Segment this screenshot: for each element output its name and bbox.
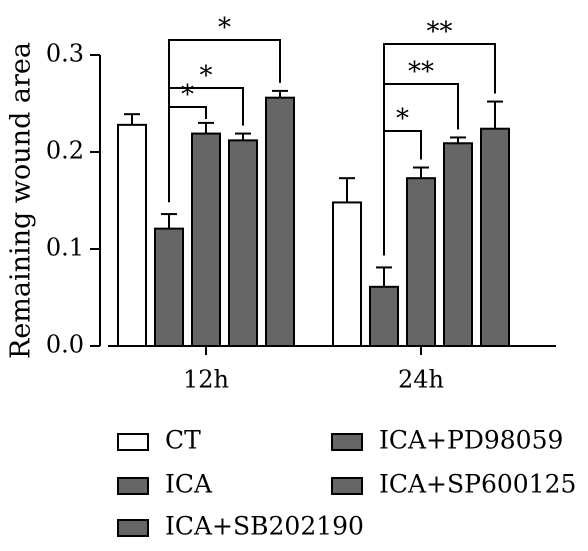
significance-label: * — [181, 80, 194, 110]
x-tick-label: 12h — [183, 366, 229, 394]
legend-swatch — [117, 433, 149, 451]
bar — [117, 123, 147, 347]
significance-label: * — [218, 13, 231, 43]
significance-label: * — [396, 104, 409, 134]
legend-label: ICA+PD98059 — [379, 426, 563, 455]
legend-swatch — [117, 519, 149, 537]
legend-label: CT — [165, 426, 201, 455]
y-tick-label: 0.0 — [46, 331, 84, 359]
legend-swatch — [117, 477, 149, 495]
significance-bracket — [383, 43, 496, 256]
bar — [443, 142, 473, 347]
legend-label: ICA+SP600125 — [379, 470, 576, 499]
y-tick-label: 0.2 — [46, 137, 84, 165]
bar — [228, 139, 258, 347]
significance-bracket — [168, 39, 281, 203]
bar — [480, 127, 510, 347]
bar — [265, 96, 295, 348]
legend-swatch — [331, 433, 363, 451]
x-tick-label: 24h — [398, 366, 444, 394]
legend-label: ICA+SB202190 — [165, 512, 364, 541]
significance-label: ** — [427, 17, 453, 47]
bar — [369, 285, 399, 347]
y-tick-label: 0.3 — [46, 40, 84, 68]
bar — [406, 177, 436, 347]
bar — [332, 201, 362, 347]
significance-label: ** — [408, 57, 434, 87]
y-tick-label: 0.1 — [46, 234, 84, 262]
legend-label: ICA — [165, 470, 213, 499]
bar — [154, 227, 184, 348]
significance-label: * — [200, 61, 213, 91]
legend-swatch — [331, 477, 363, 495]
bar — [191, 132, 221, 347]
y-axis-label: Remaining wound area — [6, 42, 37, 359]
